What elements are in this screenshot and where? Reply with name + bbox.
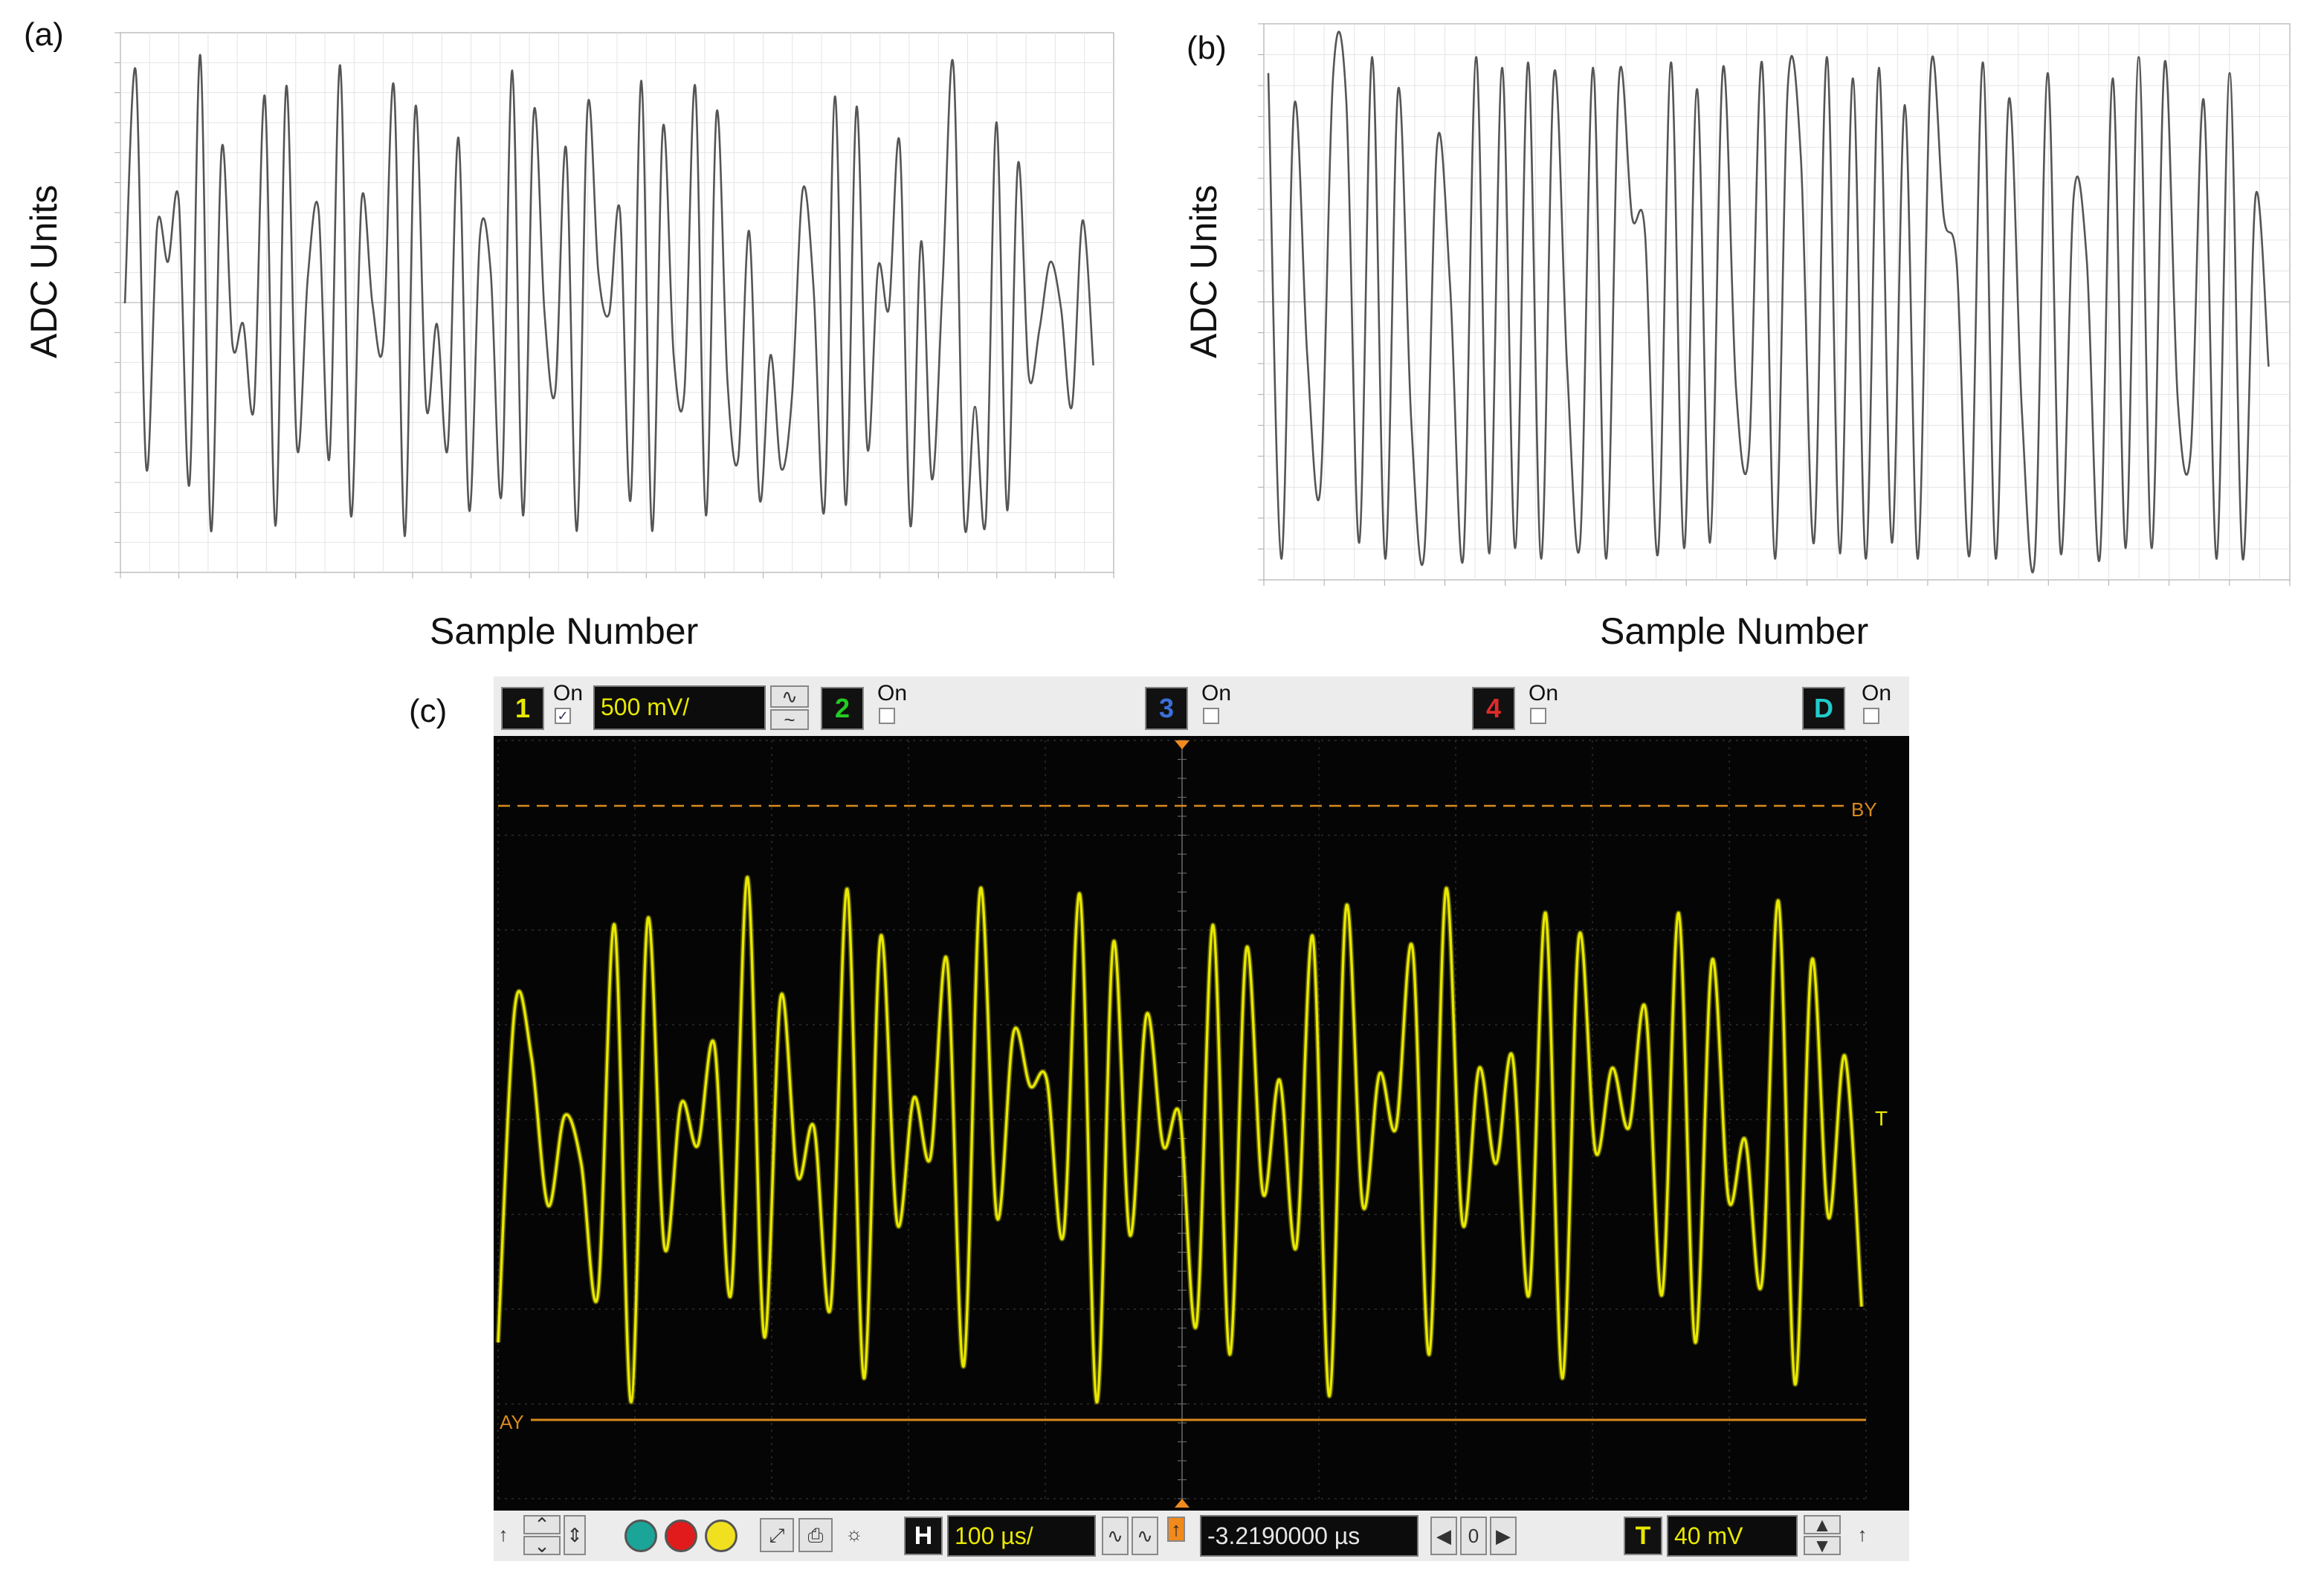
stop-button[interactable] [665,1520,697,1552]
panel-b-label: (b) [1187,30,1227,66]
delay-step-field[interactable]: 0 [1460,1517,1487,1555]
panel-a-plot [114,32,1114,578]
panel-b-y-axis-label: ADC Units [1183,184,1224,358]
channel-3-on-label: On [1201,681,1232,705]
panel-a-series-line [123,54,1094,537]
autoscale-icon[interactable]: ⤢ [760,1518,794,1552]
coupling-ac-button[interactable]: ∿ [770,685,809,708]
scope-waveform-plot: BY AY T [494,736,1909,1511]
cursor-b-label: BY [1851,798,1877,821]
brightness-icon[interactable]: ☼ [845,1522,863,1545]
panel-b-series-line [1267,30,2270,574]
horizontal-button[interactable]: H [904,1517,943,1555]
coupling-dc-button[interactable]: ~ [770,709,809,730]
digital-channel-button[interactable]: D [1802,687,1845,730]
trigger-down-button[interactable]: ▼ [1804,1536,1841,1555]
delay-left-button[interactable]: ◀ [1430,1517,1457,1555]
delay-field[interactable]: -3.2190000 µs [1200,1515,1418,1557]
panel-b-plot [1258,23,2291,586]
fine-toggle-button[interactable]: ∿ [1102,1517,1129,1555]
position-adjust-button[interactable]: ⇕ [564,1515,586,1555]
trigger-up-button[interactable]: ▲ [1804,1515,1841,1534]
position-up-button[interactable]: ⌃ [523,1515,561,1534]
channel-4-checkbox[interactable] [1530,708,1546,724]
digital-on-label: On [1862,681,1892,705]
channel-3-button[interactable]: 3 [1145,687,1188,730]
panel-c-label: (c) [409,693,448,729]
waveform-trace [497,876,1863,1404]
digital-checkbox[interactable] [1863,708,1879,724]
trigger-position-top-marker [1175,740,1190,749]
trigger-slope-icon[interactable]: ↑ [1857,1523,1868,1546]
channel-2-on-label: On [877,681,908,705]
panel-a-label: (a) [24,16,64,53]
panel-a-y-axis-label: ADC Units [23,184,65,358]
oscilloscope: 1 On ✓ 500 mV/ ∿ ~ 2 On 3 On 4 On D On B… [494,676,1909,1561]
cursor-a-label: AY [500,1411,524,1433]
channel-2-checkbox[interactable] [879,708,895,724]
channel-4-button[interactable]: 4 [1472,687,1515,730]
trigger-position-bottom-marker [1175,1499,1190,1508]
scope-channel-bar: 1 On ✓ 500 mV/ ∿ ~ 2 On 3 On 4 On D On [494,676,1909,736]
delay-reference-icon[interactable]: ↑ [1167,1517,1185,1542]
scope-horizontal-bar: ↑ ⌃ ⌄ ⇕ ⤢ ⎙ ☼ H 100 µs/ ∿ ∿ ↑ -3.2190000… [494,1511,1909,1561]
trigger-level-marker: T [1875,1107,1888,1130]
trigger-button[interactable]: T [1624,1517,1662,1555]
channel-3-checkbox[interactable] [1203,708,1219,724]
delay-right-button[interactable]: ▶ [1490,1517,1517,1555]
channel-2-button[interactable]: 2 [821,687,864,730]
channel-1-checkbox[interactable]: ✓ [555,708,571,724]
arrow-icon[interactable]: ↑ [498,1523,509,1546]
run-button[interactable] [624,1520,657,1552]
panel-a-x-axis-label: Sample Number [430,610,699,652]
scope-display: BY AY T [494,736,1909,1511]
time-per-div-field[interactable]: 100 µs/ [947,1515,1096,1557]
channel-1-on-label: On [553,681,584,705]
trigger-level-field[interactable]: 40 mV [1667,1515,1798,1557]
channel-4-on-label: On [1529,681,1559,705]
vertical-scale-field[interactable]: 500 mV/ [593,685,766,730]
print-icon[interactable]: ⎙ [798,1518,833,1552]
roll-mode-button[interactable]: ∿ [1132,1517,1158,1555]
channel-1-button[interactable]: 1 [501,687,544,730]
position-down-button[interactable]: ⌄ [523,1536,561,1555]
single-button[interactable] [705,1520,737,1552]
panel-b-x-axis-label: Sample Number [1600,610,1869,652]
scope-background [494,736,1909,1511]
